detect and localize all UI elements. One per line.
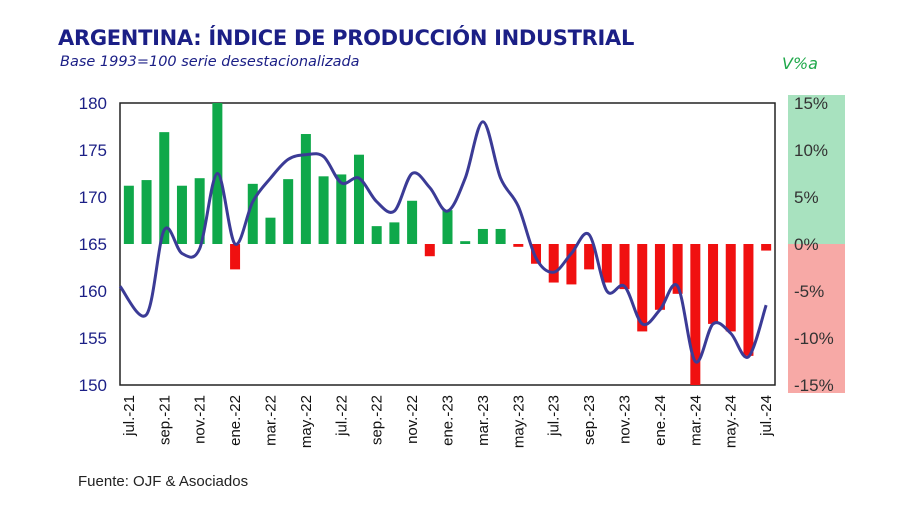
right-tick--10%: -10% — [794, 329, 834, 348]
bar-mar.-23 — [477, 228, 488, 244]
bar-sep.-22 — [371, 226, 382, 244]
x-tick-mar.-24: mar.-24 — [687, 395, 704, 446]
bar-oct.-23 — [601, 244, 612, 283]
left-tick-180: 180 — [79, 94, 107, 113]
bar-ago.-22 — [353, 154, 364, 244]
bar-jul.-24 — [761, 244, 772, 251]
x-tick-ene.-24: ene.-24 — [652, 395, 669, 446]
right-tick-5%: 5% — [794, 188, 819, 207]
bar-feb.-22 — [247, 183, 258, 244]
bar-nov.-23 — [619, 244, 630, 290]
bar-feb.-24 — [672, 244, 683, 294]
x-tick-mar.-23: mar.-23 — [475, 395, 492, 446]
bar-ene.-22 — [230, 244, 241, 270]
bar-oct.-21 — [176, 185, 187, 244]
right-tick-10%: 10% — [794, 141, 828, 160]
x-tick-may.-23: may.-23 — [510, 395, 527, 448]
bar-ene.-23 — [442, 210, 453, 244]
x-tick-sep.-23: sep.-23 — [581, 395, 598, 445]
bar-mar.-22 — [265, 217, 276, 244]
right-tick--5%: -5% — [794, 282, 824, 301]
bar-nov.-22 — [407, 200, 418, 244]
x-tick-may.-22: may.-22 — [298, 395, 315, 448]
index-line — [118, 120, 768, 364]
bar-jun.-22 — [318, 176, 329, 244]
x-tick-jul.-22: jul.-22 — [333, 395, 350, 437]
left-tick-155: 155 — [79, 329, 107, 348]
right-axis-label: V%a — [782, 54, 818, 73]
negative-band — [788, 244, 845, 393]
x-tick-jul.-21: jul.-21 — [121, 395, 138, 437]
bar-may.-22 — [300, 134, 311, 244]
x-tick-sep.-21: sep.-21 — [156, 395, 173, 445]
bar-jun.-24 — [743, 244, 754, 356]
left-tick-160: 160 — [79, 282, 107, 301]
bar-jul.-23 — [548, 244, 559, 283]
x-tick-nov.-23: nov.-23 — [617, 395, 634, 444]
x-tick-sep.-22: sep.-22 — [369, 395, 386, 445]
source-note: Fuente: OJF & Asociados — [78, 473, 249, 490]
x-tick-may.-24: may.-24 — [723, 395, 740, 448]
left-tick-175: 175 — [79, 141, 107, 160]
bar-mar.-24 — [690, 244, 701, 385]
bar-abr.-24 — [708, 244, 719, 324]
bar-sep.-21 — [159, 132, 170, 244]
bar-dic.-23 — [637, 244, 648, 332]
x-tick-ene.-22: ene.-22 — [227, 395, 244, 446]
bar-jun.-23 — [531, 244, 542, 264]
bar-jul.-21 — [123, 185, 134, 244]
x-tick-mar.-22: mar.-22 — [262, 395, 279, 446]
bar-abr.-23 — [495, 228, 506, 244]
right-tick--15%: -15% — [794, 376, 834, 395]
x-tick-jul.-24: jul.-24 — [758, 395, 775, 437]
x-tick-nov.-22: nov.-22 — [404, 395, 421, 444]
bar-ago.-23 — [566, 244, 577, 285]
bar-sep.-23 — [584, 244, 595, 270]
bar-ago.-21 — [141, 180, 152, 244]
right-tick-0%: 0% — [794, 235, 819, 254]
bar-dic.-22 — [424, 244, 435, 257]
bar-feb.-23 — [460, 241, 471, 244]
right-tick-15%: 15% — [794, 94, 828, 113]
left-tick-165: 165 — [79, 235, 107, 254]
chart-title: ARGENTINA: ÍNDICE DE PRODUCCIÓN INDUSTRI… — [58, 26, 635, 50]
x-tick-jul.-23: jul.-23 — [546, 395, 563, 437]
x-tick-ene.-23: ene.-23 — [440, 395, 457, 446]
x-tick-nov.-21: nov.-21 — [192, 395, 209, 444]
chart-subtitle: Base 1993=100 serie desestacionalizada — [60, 54, 360, 70]
plot-frame — [119, 102, 776, 386]
bar-ene.-24 — [654, 244, 665, 310]
bar-may.-23 — [513, 244, 524, 247]
positive-band — [788, 95, 845, 244]
bar-abr.-22 — [283, 179, 294, 244]
bar-may.-24 — [725, 244, 736, 332]
bar-oct.-22 — [389, 222, 400, 244]
bar-jul.-22 — [336, 174, 347, 244]
left-tick-170: 170 — [79, 188, 107, 207]
left-tick-150: 150 — [79, 376, 107, 395]
bar-nov.-21 — [194, 178, 205, 244]
